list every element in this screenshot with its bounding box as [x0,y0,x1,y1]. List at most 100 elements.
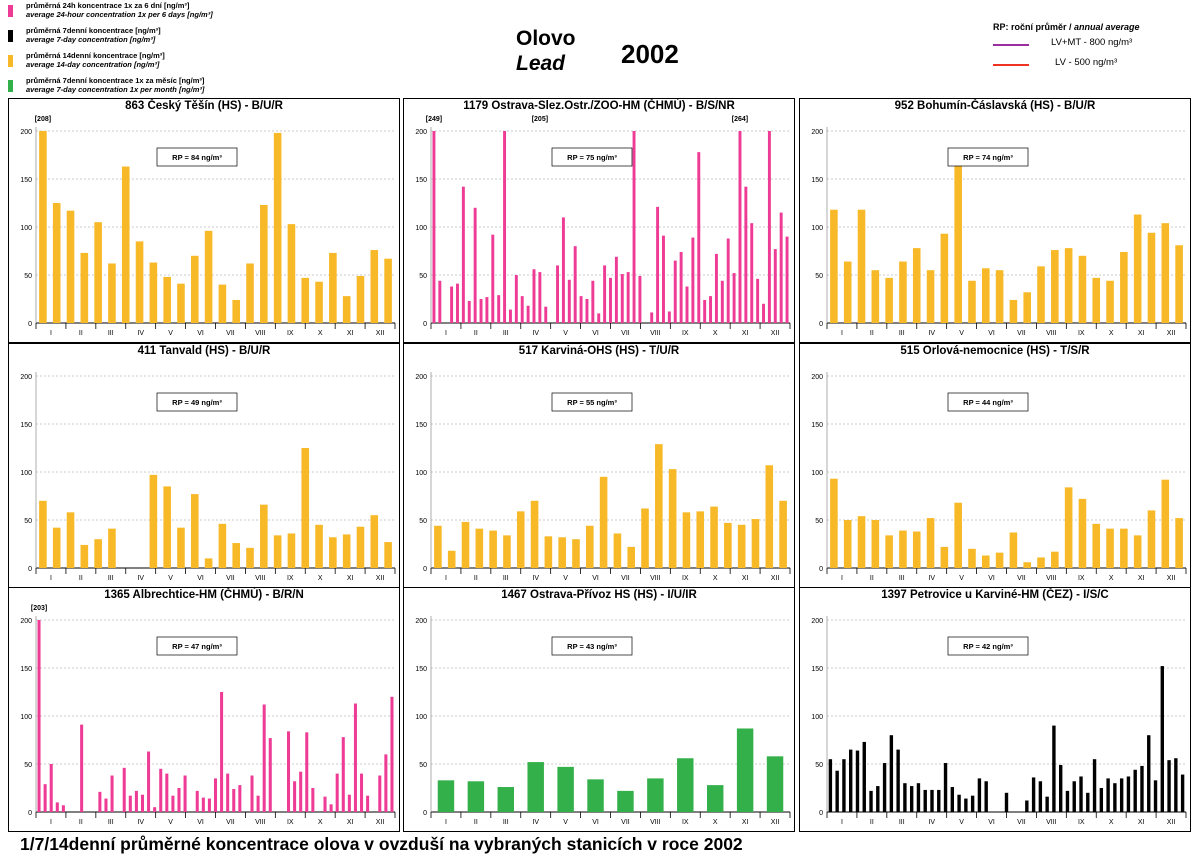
bar [940,233,949,323]
rp-box [551,636,633,656]
legend-label-cz: průměrná 24h koncentrace 1x za 6 dní [ng… [26,1,190,10]
bar [299,771,303,812]
bar [473,207,477,323]
bar [262,704,266,812]
bar [614,256,618,323]
bar [1153,780,1158,812]
bar [903,783,907,812]
y-tick-label: 200 [811,374,823,381]
bar [55,802,59,812]
month-label: IX [287,819,294,826]
rp-box [947,392,1029,412]
month-label: IV [137,330,144,337]
bar [437,780,455,812]
bar [869,790,873,812]
bar [1078,498,1087,568]
bar [315,524,323,568]
bar [121,166,130,323]
bar [1009,532,1018,568]
month-label: VII [621,819,630,826]
y-tick-label: 0 [423,566,427,573]
bar [767,131,771,323]
y-tick-label: 150 [811,177,823,184]
bar [617,790,634,812]
month-label: XII [1167,819,1176,826]
bar [1147,510,1156,568]
chart-title: 1365 Albrechtice-HM (ČHMÚ) - B/R/N [104,589,304,601]
bar [287,224,296,323]
month-label: II [79,575,83,582]
y-tick-label: 200 [415,374,427,381]
bar [516,511,525,568]
y-tick-label: 100 [415,225,427,232]
bar [1126,776,1131,812]
bar [627,546,635,568]
bar [677,758,694,812]
bar [591,280,595,323]
bar [1174,758,1178,812]
bar [750,223,754,323]
rp-heading-en: annual average [1074,22,1140,32]
bar [923,789,927,812]
overflow-value-label: [203] [31,605,47,612]
bar [456,283,459,323]
chart-panel: 952 Bohumín-Čáslavská (HS) - B/U/R 0 50 100… [799,98,1191,343]
bar [66,210,75,323]
bar [849,749,853,812]
bar [287,533,296,568]
month-label: XII [1167,330,1176,337]
bar [940,546,949,568]
bar [1059,764,1063,812]
bar [250,775,254,812]
month-label: VI [988,330,995,337]
bar [315,281,323,323]
bar [159,768,163,812]
month-label: VII [226,819,235,826]
bar [899,261,907,323]
month-label: IV [137,819,144,826]
bar [720,280,724,323]
bar [862,741,866,812]
bar [94,539,102,568]
limit-label-lvmt: LV+MT - 800 ng/m³ [1051,37,1133,48]
legend-right: RP: roční průměr / annual average LV+MT … [985,22,1195,82]
bar [246,547,254,568]
rp-box [551,392,633,412]
bar [609,277,612,323]
bar [964,798,968,812]
bar [226,773,230,812]
bar [855,750,860,812]
bar [370,515,379,568]
bar [561,217,565,323]
bar [195,790,199,812]
chart-title: 515 Orlová-nemocnice (HS) - T/S/R [900,345,1090,357]
y-tick-label: 100 [811,714,823,721]
y-tick-label: 150 [20,177,32,184]
bar [520,296,524,323]
bar [201,797,205,812]
bar [475,528,484,568]
bar [1037,557,1045,568]
bar [843,261,852,323]
bar [691,237,695,323]
rp-legend-heading: RP: roční průměr / annual average [993,22,1140,32]
y-tick-label: 50 [24,273,32,280]
bar [714,253,718,323]
bar [603,265,607,323]
bar [1023,292,1031,323]
month-label: V [563,575,568,582]
month-label: XII [771,575,780,582]
bar [514,275,518,323]
bar [39,131,47,323]
y-tick-label: 50 [24,762,32,769]
month-label: V [168,330,173,337]
bar [207,798,211,812]
rp-box [156,636,238,656]
bar [273,535,282,568]
bar [438,280,442,323]
bar [370,250,379,323]
bar [585,525,594,568]
month-label: VIII [650,575,661,582]
